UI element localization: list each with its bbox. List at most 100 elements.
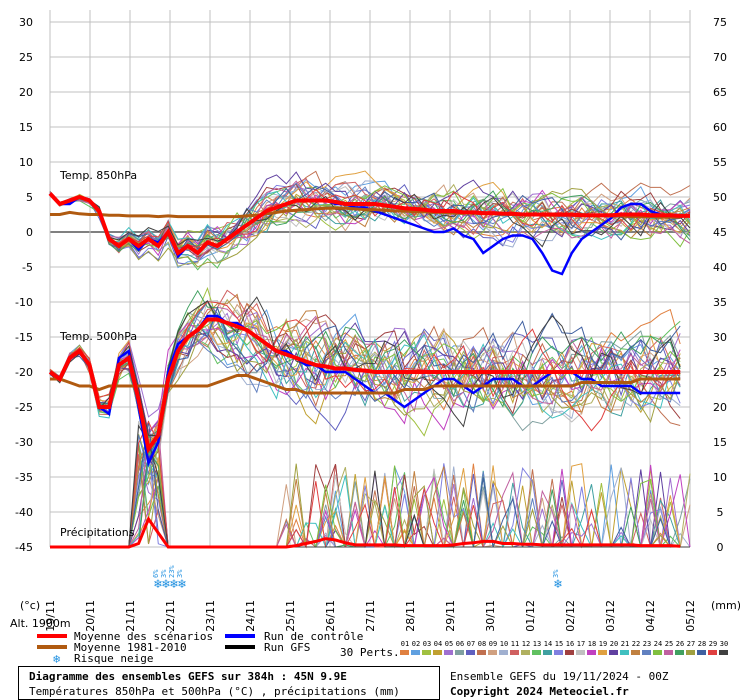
pert-swatch <box>554 650 563 655</box>
pert-line-850 <box>49 184 691 265</box>
pert-number: 29 <box>709 640 717 648</box>
copyright: Copyright 2024 Meteociel.fr <box>450 685 629 698</box>
pert-number: 21 <box>621 640 629 648</box>
pert-number: 23 <box>643 640 651 648</box>
right-tick-label: 55 <box>713 156 727 169</box>
right-tick-label: 40 <box>713 261 727 274</box>
pert-number: 19 <box>599 640 607 648</box>
altitude-label: Alt. 1900m <box>10 617 71 630</box>
right-tick-label: 5 <box>717 506 724 519</box>
left-tick-label: 25 <box>19 51 33 64</box>
left-unit-label: (°c) <box>20 599 40 612</box>
pert-swatch <box>422 650 431 655</box>
snowflake-icon: ❄ <box>553 577 562 592</box>
footer-subtitle: Températures 850hPa et 500hPa (°C) , pré… <box>29 685 400 698</box>
pert-swatch <box>499 650 508 655</box>
pert-swatch <box>444 650 453 655</box>
right-tick-label: 35 <box>713 296 727 309</box>
pert-number: 27 <box>687 640 695 648</box>
x-tick-label: 23/11 <box>204 600 217 632</box>
x-tick-label: 22/11 <box>164 600 177 632</box>
right-tick-label: 10 <box>713 471 727 484</box>
pert-number: 01 <box>401 640 409 648</box>
left-tick-label: 30 <box>19 16 33 29</box>
pert-swatch <box>576 650 585 655</box>
pert-swatch <box>400 650 409 655</box>
pert-swatch <box>565 650 574 655</box>
left-tick-label: -40 <box>15 506 33 519</box>
snowflake-icon: ❄ <box>169 577 178 592</box>
pert-number: 18 <box>588 640 596 648</box>
control-line-500 <box>49 314 681 468</box>
pert-line-850 <box>49 184 691 260</box>
legend-perts-label: 30 Perts. <box>340 646 400 659</box>
snow-risk-percent: 3% <box>160 569 168 578</box>
left-tick-label: 10 <box>19 156 33 169</box>
x-tick-label: 20/11 <box>84 600 97 632</box>
pert-number: 03 <box>423 640 431 648</box>
footer-title: Diagramme des ensembles GEFS sur 384h : … <box>29 670 347 683</box>
pert-number: 20 <box>610 640 618 648</box>
pert-swatch <box>455 650 464 655</box>
pert-line-500 <box>49 301 681 436</box>
right-tick-label: 15 <box>713 436 727 449</box>
right-tick-label: 75 <box>713 16 727 29</box>
snow-risk-percent: 3% <box>176 569 184 578</box>
pert-swatch <box>466 650 475 655</box>
footer-box: Diagramme des ensembles GEFS sur 384h : … <box>18 666 440 700</box>
pert-number: 25 <box>665 640 673 648</box>
main-series <box>48 192 690 549</box>
pert-swatch <box>532 650 541 655</box>
pert-number: 16 <box>566 640 574 648</box>
climate-line-500 <box>50 374 681 395</box>
pert-number: 08 <box>478 640 486 648</box>
pert-number: 17 <box>577 640 585 648</box>
pert-swatch <box>521 650 530 655</box>
legend-control-label: Run de contrôle <box>264 630 363 643</box>
left-tick-label: -30 <box>15 436 33 449</box>
x-tick-label: 21/11 <box>124 600 137 632</box>
pert-swatch <box>543 650 552 655</box>
right-unit-label: (mm) <box>711 599 740 612</box>
pert-swatch <box>587 650 596 655</box>
pert-swatch <box>620 650 629 655</box>
pert-number: 10 <box>500 640 508 648</box>
x-tick-label: 25/11 <box>284 600 297 632</box>
x-tick-label: 03/12 <box>604 600 617 632</box>
mean-line-850 <box>48 192 690 257</box>
right-tick-label: 65 <box>713 86 727 99</box>
snowflake-icon: ❄ <box>177 577 186 592</box>
left-tick-label: 15 <box>19 121 33 134</box>
mean-line-precip <box>50 515 681 549</box>
pert-number: 13 <box>533 640 541 648</box>
pert-number: 26 <box>676 640 684 648</box>
run-info: Ensemble GEFS du 19/11/2024 - 00Z <box>450 670 669 683</box>
snow-risk-percent: 3% <box>552 569 560 578</box>
pert-number: 15 <box>555 640 563 648</box>
pert-swatch <box>609 650 618 655</box>
pert-number: 30 <box>720 640 728 648</box>
pert-number: 04 <box>434 640 442 648</box>
snowflake-icon: ❄ <box>153 577 162 592</box>
pert-swatch <box>411 650 420 655</box>
x-tick-label: 05/12 <box>684 600 697 632</box>
left-tick-label: -15 <box>15 331 33 344</box>
x-tick-label: 02/12 <box>564 600 577 632</box>
snow-risk-percent: 6% <box>152 569 160 578</box>
left-tick-label: -10 <box>15 296 33 309</box>
pert-line-500 <box>49 306 681 450</box>
right-tick-label: 25 <box>713 366 727 379</box>
x-tick-label: 28/11 <box>404 600 417 632</box>
pert-line-500 <box>49 289 681 439</box>
snowflake-icon: ❄ <box>53 652 60 666</box>
pert-number: 09 <box>489 640 497 648</box>
snowflake-icon: ❄ <box>161 577 170 592</box>
pert-number: 28 <box>698 640 706 648</box>
pert-swatch <box>708 650 717 655</box>
panel-label-precip: Précipitations <box>60 526 135 539</box>
legend-snow-label: Risque neige <box>74 652 153 665</box>
legend-mean-label: Moyenne des scénarios <box>74 630 213 643</box>
pert-swatch <box>686 650 695 655</box>
x-tick-label: 26/11 <box>324 600 337 632</box>
